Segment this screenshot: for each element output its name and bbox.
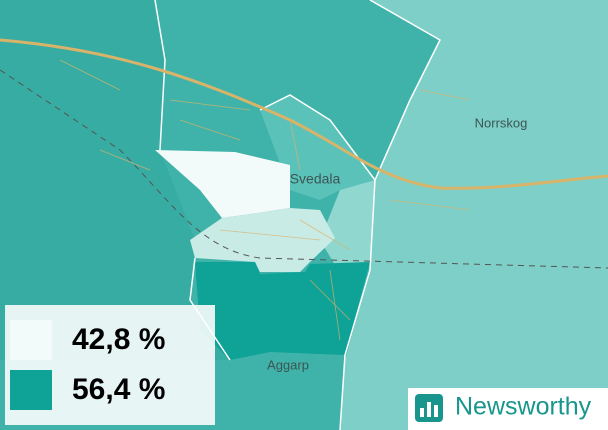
region [190, 208, 335, 272]
place-label: Aggarp [267, 357, 309, 372]
roads [0, 38, 608, 190]
road [0, 38, 608, 190]
region [155, 150, 290, 218]
legend: 42,8 % 56,4 % [5, 305, 215, 425]
border [259, 94, 376, 181]
region [195, 262, 370, 360]
legend-label: 42,8 % [72, 323, 165, 356]
streets [59, 59, 471, 341]
region [0, 0, 230, 360]
brand-icon-bar [420, 408, 424, 417]
brand-icon-bar [434, 405, 438, 417]
legend-swatch [10, 370, 52, 410]
brand-name: Newsworthy [455, 393, 592, 421]
region [320, 180, 375, 265]
border [189, 257, 231, 361]
street [59, 59, 471, 341]
place-label: Svedala [290, 171, 341, 187]
borders [154, 0, 441, 430]
place-label: Norrskog [475, 115, 528, 130]
brand-icon-bar [427, 402, 431, 417]
railway [0, 69, 608, 269]
legend-swatch [10, 320, 52, 360]
border [154, 0, 166, 151]
legend-label: 56,4 % [72, 373, 165, 406]
brand: Newsworthy [408, 388, 608, 430]
